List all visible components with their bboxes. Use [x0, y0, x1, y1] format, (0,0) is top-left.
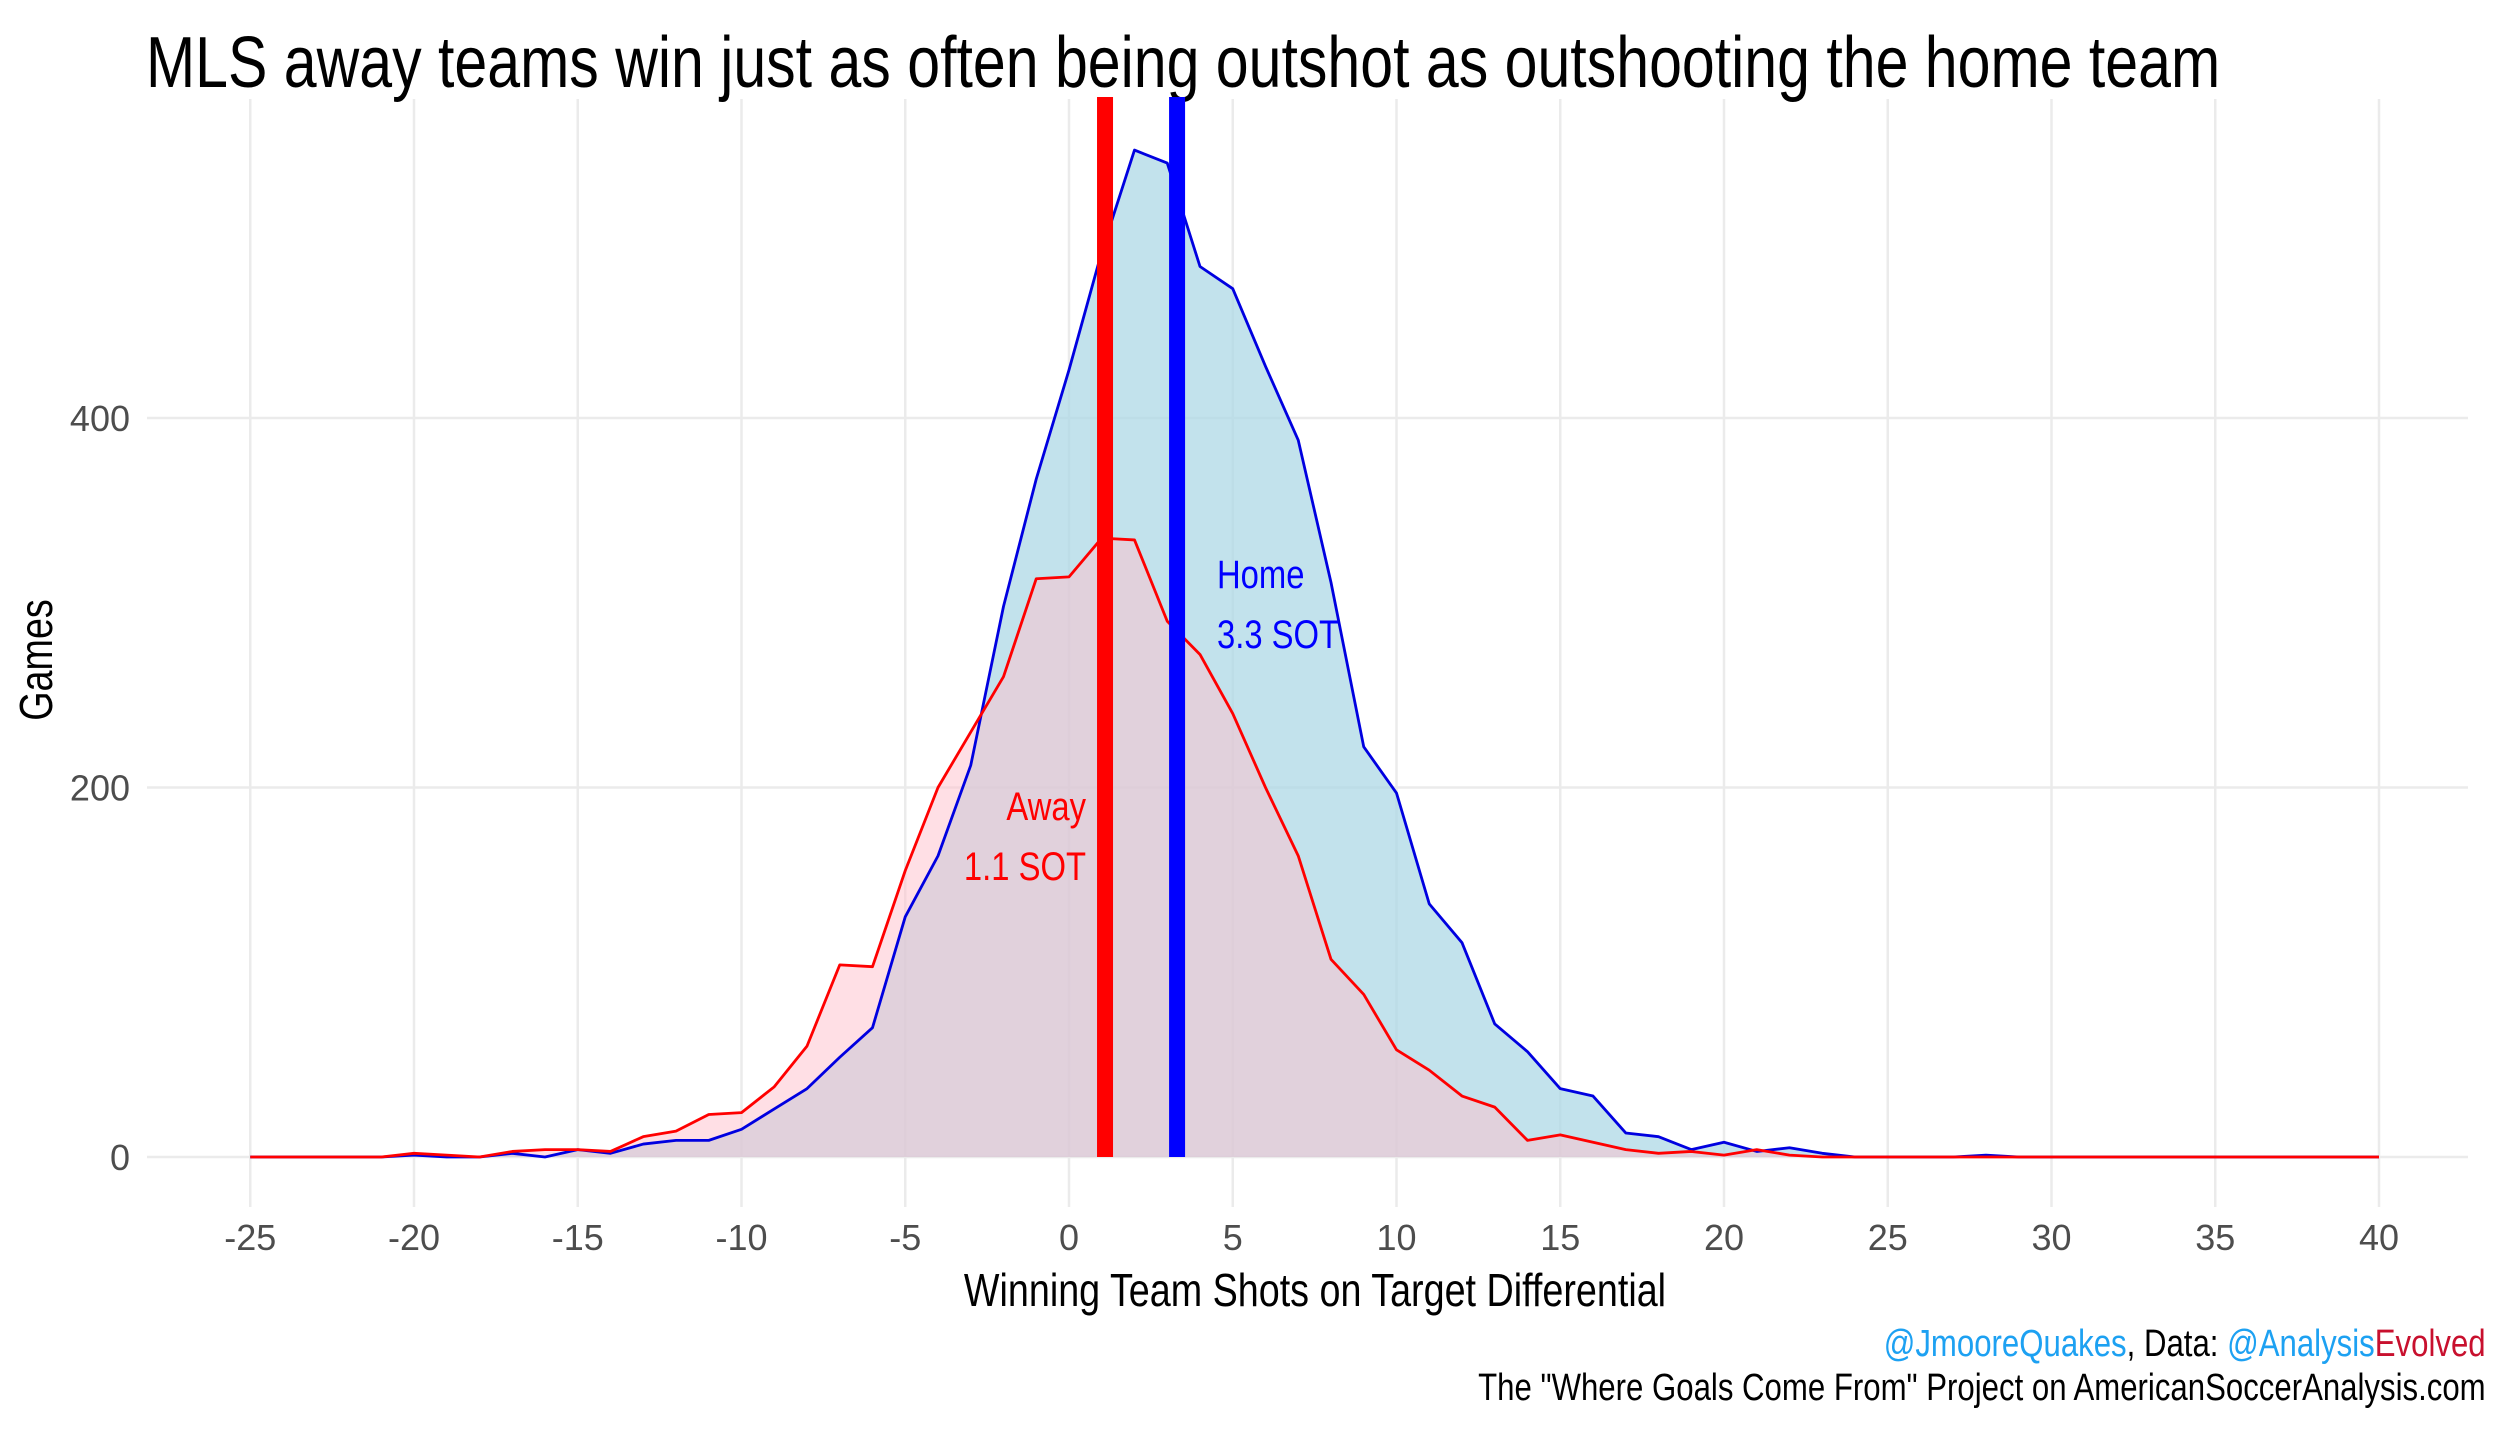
- line-away: [250, 536, 2379, 1159]
- x-tick-label: -5: [889, 1217, 921, 1258]
- y-ticks: 0 200 400: [70, 398, 130, 1178]
- x-axis-label: Winning Team Shots on Target Differentia…: [964, 1264, 1666, 1315]
- y-tick-label: 200: [70, 768, 130, 809]
- y-axis-label: Games: [10, 599, 61, 721]
- x-tick-label: 25: [1868, 1217, 1908, 1258]
- x-tick-label: 5: [1223, 1217, 1243, 1258]
- annotations: Away 1.1 SOT Home 3.3 SOT: [964, 552, 1339, 889]
- y-tick-label: 0: [110, 1137, 130, 1178]
- x-tick-label: 15: [1540, 1217, 1580, 1258]
- home-mean-label: 3.3 SOT: [1217, 612, 1339, 657]
- author-handle[interactable]: @JmooreQuakes: [1884, 1323, 2128, 1365]
- home-label: Home: [1217, 552, 1304, 597]
- credits: @JmooreQuakes, Data: @AnalysisEvolved: [1479, 1322, 2486, 1366]
- data-separator: , Data:: [2127, 1323, 2228, 1365]
- x-tick-label: -15: [552, 1217, 604, 1258]
- x-ticks: -25 -20 -15 -10 -5 0 5 10 15 20 25 30 35 40: [224, 1217, 2399, 1258]
- away-mean-label: 1.1 SOT: [964, 844, 1086, 889]
- x-tick-label: -25: [224, 1217, 276, 1258]
- mean-lines: [1097, 97, 1186, 1157]
- x-tick-label: 0: [1059, 1217, 1079, 1258]
- chart-title: MLS away teams win just as often being o…: [146, 23, 2221, 103]
- x-tick-label: 35: [2195, 1217, 2235, 1258]
- x-tick-label: -20: [388, 1217, 440, 1258]
- x-tick-label: 10: [1376, 1217, 1416, 1258]
- area-home: [250, 150, 2379, 1158]
- away-label: Away: [1006, 784, 1086, 829]
- x-tick-label: -10: [715, 1217, 767, 1258]
- source-handle-a[interactable]: @Analysis: [2227, 1323, 2376, 1365]
- source-handle-b[interactable]: Evolved: [2375, 1323, 2486, 1365]
- project-credit: The "Where Goals Come From" Project on A…: [1478, 1367, 2486, 1409]
- x-tick-label: 40: [2359, 1217, 2399, 1258]
- footer: @JmooreQuakes, Data: @AnalysisEvolved Th…: [1257, 1322, 2486, 1410]
- x-tick-label: 30: [2031, 1217, 2071, 1258]
- x-tick-label: 20: [1704, 1217, 1744, 1258]
- y-tick-label: 400: [70, 398, 130, 439]
- areas: [250, 148, 2379, 1159]
- area-away: [250, 538, 2379, 1157]
